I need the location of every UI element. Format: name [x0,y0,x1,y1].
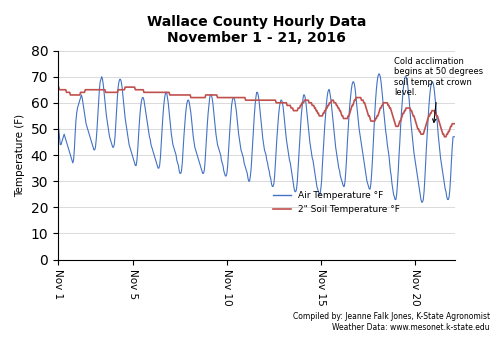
Air Temperature °F [321,137,327,141]
Air Temperature °F [418,200,424,204]
Title: Wallace County Hourly Data
November 1 - 21, 2016: Wallace County Hourly Data November 1 - … [147,15,366,45]
Air Temperature °F [223,174,229,178]
2" Soil Temperature °F [321,111,327,116]
Line: 2" Soil Temperature °F: 2" Soil Temperature °F [58,87,454,137]
Air Temperature °F [83,121,89,126]
Line: Air Temperature °F: Air Temperature °F [58,74,454,202]
Text: Cold acclimation
begins at 50 degrees
soil temp at crown
level.: Cold acclimation begins at 50 degrees so… [394,57,484,122]
2" Soil Temperature °F [223,96,229,100]
2" Soil Temperature °F [55,85,61,89]
2" Soil Temperature °F [254,98,260,102]
2" Soil Temperature °F [442,135,448,139]
2" Soil Temperature °F [452,121,458,126]
Air Temperature °F [370,142,376,147]
2" Soil Temperature °F [272,98,278,102]
Air Temperature °F [55,119,61,123]
Legend: Air Temperature °F, 2" Soil Temperature °F: Air Temperature °F, 2" Soil Temperature … [269,188,404,217]
2" Soil Temperature °F [83,88,89,92]
Air Temperature °F [452,135,458,139]
Text: Compiled by: Jeanne Falk Jones, K-State Agronomist
Weather Data: www.mesonet.k-s: Compiled by: Jeanne Falk Jones, K-State … [293,312,490,332]
Y-axis label: Temperature (F): Temperature (F) [15,113,25,196]
2" Soil Temperature °F [370,119,376,123]
Air Temperature °F [376,72,382,76]
Air Temperature °F [254,90,260,95]
Air Temperature °F [272,161,278,165]
